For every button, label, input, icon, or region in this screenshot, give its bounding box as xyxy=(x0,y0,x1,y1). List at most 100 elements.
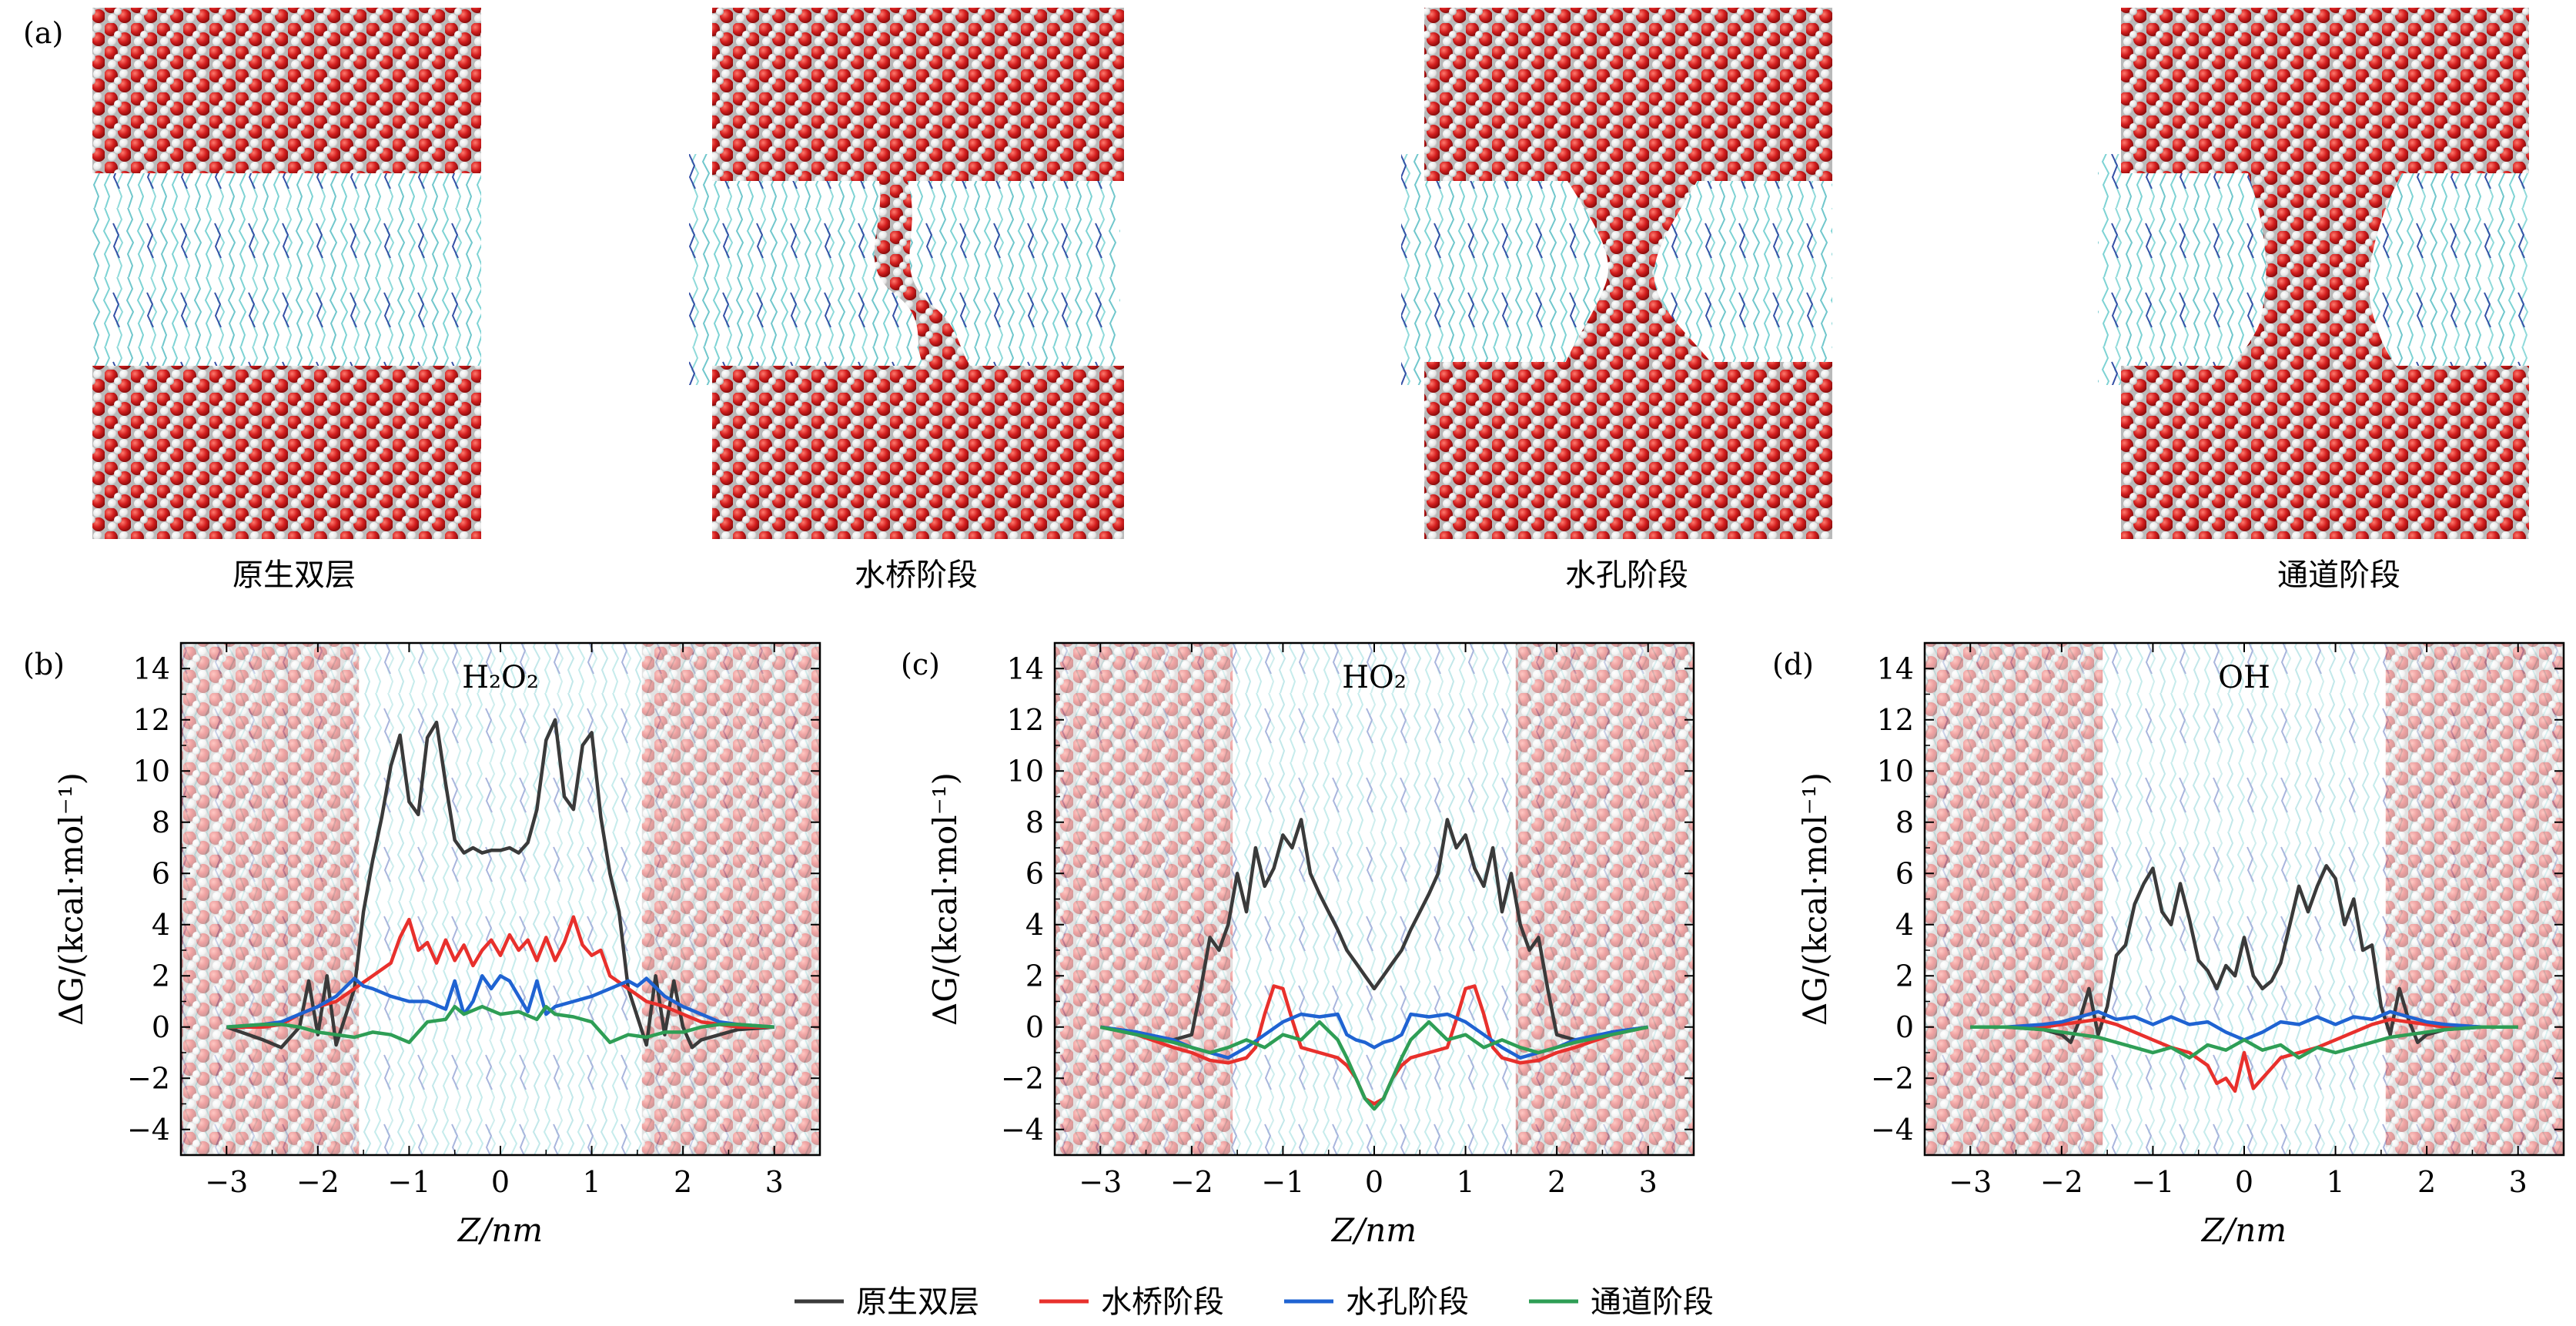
x-tick-label: −2 xyxy=(296,1165,340,1199)
x-tick-label: 0 xyxy=(2235,1165,2253,1199)
series-line-native xyxy=(226,718,774,1050)
y-tick-label: 0 xyxy=(1025,1010,1044,1044)
y-tick-label: 14 xyxy=(133,651,170,685)
panel-label-b: (b) xyxy=(23,648,65,681)
x-tick-label: −1 xyxy=(1261,1165,1304,1199)
x-tick-label: 2 xyxy=(1547,1165,1566,1199)
series-line-bridge xyxy=(1970,1017,2518,1093)
water-bridge xyxy=(874,173,974,373)
y-tick-label: −2 xyxy=(1001,1061,1044,1095)
y-tick-label: −4 xyxy=(1001,1113,1044,1147)
x-tick-label: −1 xyxy=(387,1165,430,1199)
membrane-background xyxy=(181,643,820,1155)
y-tick-label: 0 xyxy=(1895,1010,1914,1044)
water-background-right xyxy=(1515,643,1694,1155)
y-tick-label: 10 xyxy=(1877,754,1914,788)
water-background-left xyxy=(1055,643,1233,1155)
y-tick-label: 4 xyxy=(1895,908,1914,942)
panel-label-a: (a) xyxy=(23,16,63,50)
legend-label-bridge: 水桥阶段 xyxy=(1101,1284,1224,1320)
y-tick-label: 8 xyxy=(1895,805,1914,839)
snapshot-water-pore xyxy=(1401,8,1832,539)
series-line-channel xyxy=(1970,1025,2518,1060)
y-tick-label: 6 xyxy=(152,856,170,890)
y-tick-label: 14 xyxy=(1877,651,1914,685)
water-slab-top xyxy=(2121,8,2529,173)
x-tick-label: −1 xyxy=(2131,1165,2174,1199)
x-tick-label: −2 xyxy=(1170,1165,1213,1199)
legend-label-channel: 通道阶段 xyxy=(1591,1284,1714,1320)
water-background-right xyxy=(2385,643,2564,1155)
series-line-channel xyxy=(226,1004,774,1044)
y-tick-label: 10 xyxy=(133,754,170,788)
y-tick-label: 8 xyxy=(1025,805,1044,839)
y-tick-label: 12 xyxy=(1007,703,1044,737)
lipid-region xyxy=(92,154,481,385)
series-line-pore xyxy=(226,974,774,1030)
x-axis-label: Z/nm xyxy=(2200,1211,2287,1249)
series-line-bridge xyxy=(1099,984,1649,1106)
x-tick-label: −3 xyxy=(1949,1165,1992,1199)
legend-label-pore: 水孔阶段 xyxy=(1346,1284,1469,1320)
water-background-left xyxy=(1925,643,2103,1155)
chart-title: H₂O₂ xyxy=(462,660,539,695)
x-tick-label: 3 xyxy=(1639,1165,1658,1199)
series-line-channel xyxy=(1099,1020,1649,1111)
y-axis-label: ΔG/(kcal·mol⁻¹) xyxy=(1796,772,1834,1026)
x-axis-label: Z/nm xyxy=(457,1211,543,1249)
x-tick-label: 2 xyxy=(674,1165,692,1199)
water-slab-top xyxy=(92,8,481,173)
chart-title: HO₂ xyxy=(1342,660,1407,695)
water-slab-bottom xyxy=(92,366,481,539)
snapshot-caption-channel: 通道阶段 xyxy=(2277,558,2400,593)
panel-label-d: (d) xyxy=(1772,648,1814,681)
y-tick-label: 10 xyxy=(1007,754,1044,788)
x-tick-label: −2 xyxy=(2040,1165,2083,1199)
snapshot-water-bridge xyxy=(689,8,1124,539)
y-axis-label: ΔG/(kcal·mol⁻¹) xyxy=(52,772,90,1026)
water-pore xyxy=(1563,173,1717,370)
snapshot-intact-bilayer xyxy=(92,8,481,539)
y-tick-label: 2 xyxy=(1895,959,1914,993)
y-tick-label: 14 xyxy=(1007,651,1044,685)
membrane-background xyxy=(1055,643,1694,1155)
y-tick-label: 4 xyxy=(152,908,170,942)
snapshot-caption-bridge: 水桥阶段 xyxy=(855,558,978,593)
series-line-pore xyxy=(1099,1012,1649,1060)
water-slab-bottom xyxy=(2121,366,2529,539)
x-tick-label: 0 xyxy=(491,1165,510,1199)
snapshot-channel xyxy=(2098,8,2529,539)
water-slab-top xyxy=(712,8,1124,181)
y-tick-label: 6 xyxy=(1025,856,1044,890)
snapshot-caption-pore: 水孔阶段 xyxy=(1565,558,1688,593)
snapshot-caption-intact: 原生双层 xyxy=(233,558,356,593)
free-energy-chart-ho2: −3 −2 −1 0 1 2 3−4−202468101214Z/nmΔG/(kcal·mo… xyxy=(926,641,1695,1249)
y-tick-label: −4 xyxy=(1871,1113,1914,1147)
water-channel xyxy=(2225,173,2402,373)
free-energy-chart-h2o2: −3 −2 −1 0 1 2 3−4−202468101214Z/nmΔG/(kcal·mo… xyxy=(52,641,821,1249)
y-tick-label: 0 xyxy=(152,1010,170,1044)
y-tick-label: 2 xyxy=(1025,959,1044,993)
free-energy-chart-oh: −3 −2 −1 0 1 2 3−4−202468101214Z/nmΔG/(kcal·mo… xyxy=(1796,641,2565,1249)
y-tick-label: 8 xyxy=(152,805,170,839)
water-background-right xyxy=(641,643,820,1155)
y-tick-label: −4 xyxy=(127,1113,170,1147)
series-line-native xyxy=(1099,818,1649,1042)
y-tick-label: 12 xyxy=(133,703,170,737)
water-background-left xyxy=(181,643,360,1155)
x-tick-label: 3 xyxy=(765,1165,784,1199)
series-line-bridge xyxy=(226,915,774,1030)
y-tick-label: −2 xyxy=(1871,1061,1914,1095)
x-tick-label: 0 xyxy=(1365,1165,1383,1199)
x-tick-label: −3 xyxy=(1079,1165,1122,1199)
y-tick-label: 6 xyxy=(1895,856,1914,890)
y-axis-label: ΔG/(kcal·mol⁻¹) xyxy=(926,772,964,1026)
panel-label-c: (c) xyxy=(901,648,940,681)
water-slab-bottom xyxy=(712,366,1124,539)
y-tick-label: 12 xyxy=(1877,703,1914,737)
x-tick-label: 1 xyxy=(1456,1165,1474,1199)
y-tick-label: 4 xyxy=(1025,908,1044,942)
water-slab-bottom xyxy=(1424,362,1832,539)
y-tick-label: 2 xyxy=(152,959,170,993)
